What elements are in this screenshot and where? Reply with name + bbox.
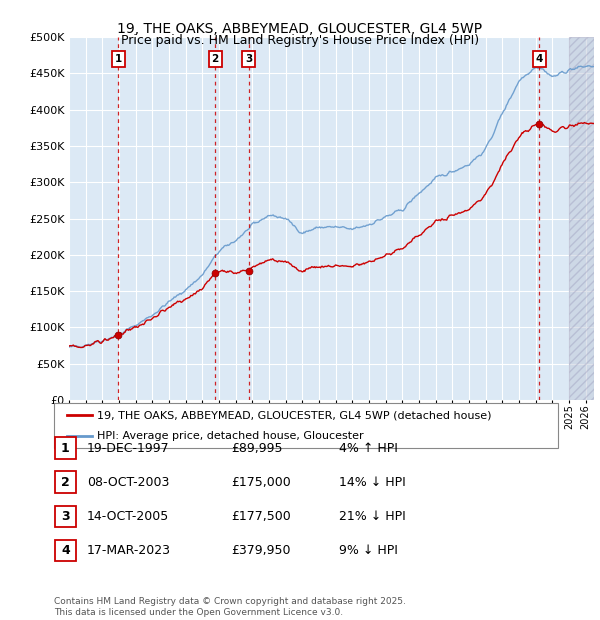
Text: 19, THE OAKS, ABBEYMEAD, GLOUCESTER, GL4 5WP (detached house): 19, THE OAKS, ABBEYMEAD, GLOUCESTER, GL4…: [97, 410, 491, 420]
Text: £379,950: £379,950: [231, 544, 290, 557]
Text: 21% ↓ HPI: 21% ↓ HPI: [339, 510, 406, 523]
Text: £89,995: £89,995: [231, 442, 283, 454]
Text: £177,500: £177,500: [231, 510, 291, 523]
Text: 4: 4: [61, 544, 70, 557]
Text: 1: 1: [115, 54, 122, 64]
Text: 17-MAR-2023: 17-MAR-2023: [87, 544, 171, 557]
Bar: [55, 505, 76, 528]
Text: 4% ↑ HPI: 4% ↑ HPI: [339, 442, 398, 454]
Text: 19-DEC-1997: 19-DEC-1997: [87, 442, 170, 454]
Text: 3: 3: [61, 510, 70, 523]
FancyBboxPatch shape: [54, 403, 558, 448]
Text: 9% ↓ HPI: 9% ↓ HPI: [339, 544, 398, 557]
Bar: [569, 37, 594, 400]
Text: HPI: Average price, detached house, Gloucester: HPI: Average price, detached house, Glou…: [97, 432, 364, 441]
Bar: [55, 539, 76, 562]
Text: 3: 3: [245, 54, 253, 64]
Text: Contains HM Land Registry data © Crown copyright and database right 2025.
This d: Contains HM Land Registry data © Crown c…: [54, 598, 406, 617]
Bar: [55, 471, 76, 494]
Text: £175,000: £175,000: [231, 476, 291, 489]
Text: 4: 4: [535, 54, 543, 64]
Text: 14% ↓ HPI: 14% ↓ HPI: [339, 476, 406, 489]
Text: 14-OCT-2005: 14-OCT-2005: [87, 510, 169, 523]
Text: 1: 1: [61, 442, 70, 454]
Text: 2: 2: [212, 54, 219, 64]
Bar: [55, 437, 76, 459]
Text: 2: 2: [61, 476, 70, 489]
Text: 08-OCT-2003: 08-OCT-2003: [87, 476, 169, 489]
Text: Price paid vs. HM Land Registry's House Price Index (HPI): Price paid vs. HM Land Registry's House …: [121, 34, 479, 47]
Text: 19, THE OAKS, ABBEYMEAD, GLOUCESTER, GL4 5WP: 19, THE OAKS, ABBEYMEAD, GLOUCESTER, GL4…: [118, 22, 482, 36]
Bar: [569, 37, 594, 400]
